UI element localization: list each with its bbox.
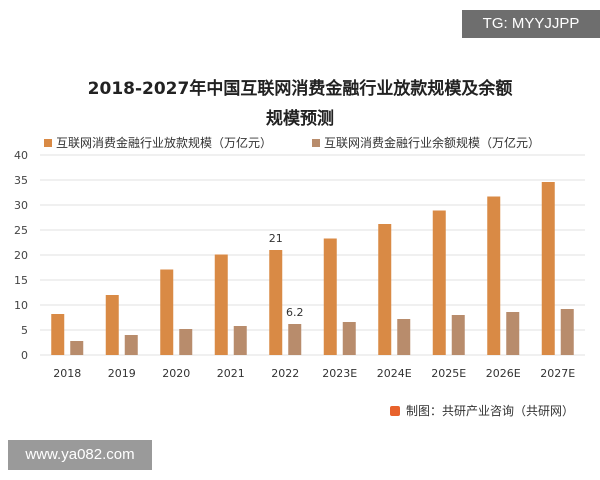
bar-loan (269, 250, 283, 355)
bar-balance (451, 315, 465, 355)
bar-loan (378, 224, 392, 355)
data-label: 6.2 (286, 306, 304, 319)
bar-balance (124, 335, 138, 355)
x-tick-label: 2027E (540, 367, 575, 380)
bar-loan (487, 196, 501, 355)
bar-balance (342, 322, 356, 355)
x-tick-label: 2021 (217, 367, 245, 380)
x-tick-label: 2025E (431, 367, 466, 380)
bar-balance (179, 329, 193, 355)
chart-title-line-2: 规模预测 (266, 109, 334, 129)
tg-badge: TG: MYYJJPP (462, 10, 600, 38)
bar-loan (160, 269, 174, 355)
y-tick-label: 5 (21, 324, 28, 337)
bar-balance (560, 309, 574, 355)
bar-loan (323, 238, 337, 355)
legend-label: 互联网消费金融行业余额规模（万亿元） (324, 136, 541, 150)
bar-balance (506, 312, 520, 355)
bar-loan (214, 254, 228, 355)
legend-label: 互联网消费金融行业放款规模（万亿元） (56, 136, 273, 150)
bar-loan (105, 295, 119, 355)
bar-balance (397, 319, 411, 355)
bar-chart: 0 5 10 15 20 25 30 35 40 2018 2019 2020 2021 2022 2023… (14, 149, 585, 380)
x-tick-label: 2026E (486, 367, 521, 380)
www-badge: www.ya082.com (8, 440, 152, 470)
y-tick-label: 0 (21, 349, 28, 362)
x-tick-label: 2019 (108, 367, 136, 380)
y-tick-label: 20 (14, 249, 28, 262)
y-tick-label: 30 (14, 199, 28, 212)
x-tick-label: 2020 (162, 367, 190, 380)
bar-loan (51, 314, 65, 355)
y-tick-label: 40 (14, 149, 28, 162)
legend-item-loan: 互联网消费金融行业放款规模（万亿元） (44, 134, 272, 151)
logo-icon (390, 405, 400, 416)
bar-loan (432, 210, 446, 355)
x-tick-label: 2022 (271, 367, 299, 380)
bar-loan (541, 182, 555, 355)
legend-item-balance: 互联网消费金融行业余额规模（万亿元） (312, 134, 540, 151)
x-tick-label: 2018 (53, 367, 81, 380)
x-tick-label: 2023E (322, 367, 357, 380)
x-tick-label: 2024E (377, 367, 412, 380)
chart-title-line-1: 2018-2027年中国互联网消费金融行业放款规模及余额 (87, 79, 513, 99)
data-label: 21 (269, 232, 283, 245)
bar-balance (70, 341, 84, 355)
bar-balance (233, 326, 247, 355)
source-text: 制图：共研产业咨询（共研网） (406, 404, 575, 418)
y-tick-label: 15 (14, 274, 28, 287)
source-note: 制图：共研产业咨询（共研网） (390, 402, 574, 419)
y-tick-label: 35 (14, 174, 28, 187)
bar-balance (288, 324, 302, 355)
y-tick-label: 10 (14, 299, 28, 312)
y-tick-label: 25 (14, 224, 28, 237)
